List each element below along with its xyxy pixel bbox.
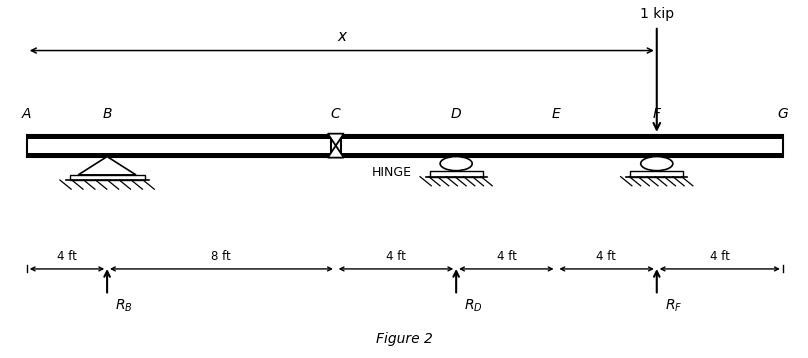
Bar bbox=[430, 171, 482, 176]
Text: 4 ft: 4 ft bbox=[710, 250, 730, 262]
Bar bbox=[27, 153, 331, 156]
Bar bbox=[69, 175, 145, 180]
Text: 4 ft: 4 ft bbox=[386, 250, 406, 262]
Polygon shape bbox=[328, 146, 344, 158]
Bar bbox=[630, 171, 684, 176]
Text: Figure 2: Figure 2 bbox=[376, 333, 432, 347]
Circle shape bbox=[641, 156, 673, 171]
Text: E: E bbox=[552, 107, 561, 121]
Text: A: A bbox=[22, 107, 32, 121]
Circle shape bbox=[440, 156, 472, 171]
Text: $R_B$: $R_B$ bbox=[115, 297, 133, 314]
Text: 4 ft: 4 ft bbox=[57, 250, 77, 262]
Bar bbox=[27, 135, 331, 139]
Text: G: G bbox=[777, 107, 788, 121]
Polygon shape bbox=[78, 156, 136, 175]
Bar bbox=[341, 135, 783, 156]
Text: $R_F$: $R_F$ bbox=[665, 297, 682, 314]
Text: 8 ft: 8 ft bbox=[211, 250, 231, 262]
Text: 1 kip: 1 kip bbox=[640, 6, 674, 21]
Text: 4 ft: 4 ft bbox=[497, 250, 516, 262]
Polygon shape bbox=[328, 134, 344, 146]
Text: C: C bbox=[331, 107, 341, 121]
Text: x: x bbox=[337, 29, 347, 44]
Bar bbox=[27, 135, 331, 156]
Text: HINGE: HINGE bbox=[372, 166, 412, 179]
Text: $R_D$: $R_D$ bbox=[464, 297, 483, 314]
Text: D: D bbox=[451, 107, 461, 121]
Bar bbox=[341, 153, 783, 156]
Text: F: F bbox=[653, 107, 661, 121]
Bar bbox=[341, 135, 783, 139]
Text: B: B bbox=[103, 107, 112, 121]
Text: 4 ft: 4 ft bbox=[596, 250, 617, 262]
